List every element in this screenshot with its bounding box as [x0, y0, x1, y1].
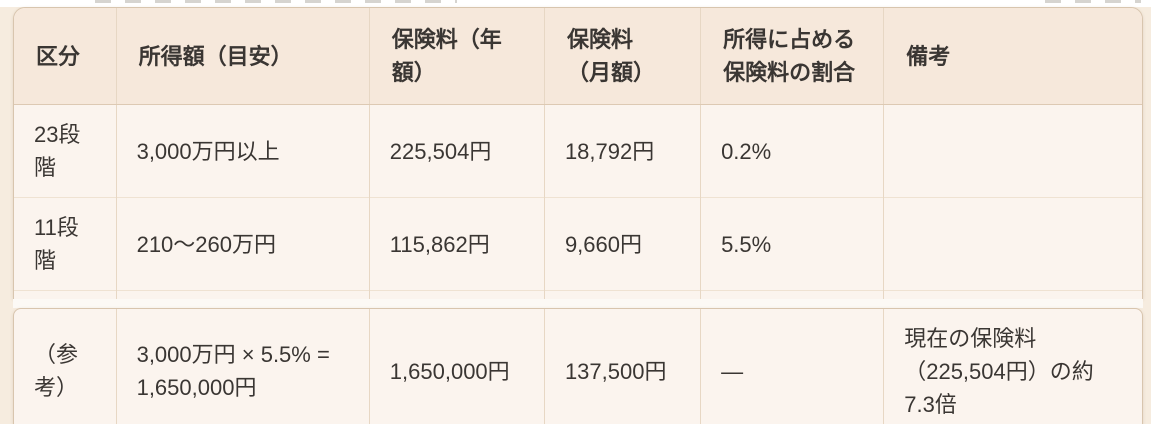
- table-row-11th-bracket: 11段階 210〜260万円 115,862円 9,660円 5.5%: [14, 197, 1142, 291]
- cell-monthly-premium: 18,792円: [543, 104, 701, 198]
- premium-table-reference: （参考） 3,000万円 × 5.5% = 1,650,000円 1,650,0…: [14, 308, 1142, 424]
- cell-income: 3,000万円 × 5.5% = 1,650,000円: [115, 308, 370, 424]
- cell-category: 23段階: [14, 105, 116, 198]
- cell-remarks: [883, 104, 1142, 198]
- header-label-category: 区分: [36, 44, 81, 70]
- header-label-income: 所得額（目安）: [138, 44, 293, 70]
- cell-category: 11段階: [14, 197, 117, 291]
- header-cell-ratio: 所得に占める保険料の割合: [700, 8, 884, 105]
- cell-ratio: ―: [700, 308, 884, 424]
- cell-income: 210〜260万円: [115, 197, 370, 291]
- cell-category: （参考）: [14, 309, 116, 424]
- header-cell-category: 区分: [14, 8, 117, 105]
- cell-monthly-premium: 9,660円: [543, 197, 701, 291]
- header-label-ratio: 所得に占める保険料の割合: [723, 27, 856, 85]
- premium-table-top: 区分 所得額（目安） 保険料（年額） 保険料（月額） 所得に占める保険料の割合 …: [14, 8, 1142, 299]
- cropped-cell: [883, 290, 1142, 299]
- header-cell-income: 所得額（目安）: [115, 8, 370, 105]
- cell-annual-premium: 225,504円: [368, 104, 545, 198]
- screenshot-seam-gap: [13, 298, 1143, 308]
- cell-ratio: 5.5%: [700, 197, 884, 291]
- premium-table-top-fragment: 区分 所得額（目安） 保険料（年額） 保険料（月額） 所得に占める保険料の割合 …: [13, 7, 1143, 299]
- cell-text: 現在の保険料（225,504円）の約7.3倍: [904, 325, 1094, 417]
- cropped-text-remnant-left: [95, 0, 457, 3]
- cell-income: 3,000万円以上: [115, 104, 370, 198]
- cropped-row-sliver: [14, 290, 1142, 299]
- header-cell-monthly-premium: 保険料（月額）: [543, 8, 701, 105]
- header-row: 区分 所得額（目安） 保険料（年額） 保険料（月額） 所得に占める保険料の割合 …: [14, 8, 1142, 105]
- table-row-23rd-bracket: 23段階 3,000万円以上 225,504円 18,792円 0.2%: [14, 104, 1142, 198]
- cropped-text-remnant-right: [1045, 0, 1141, 3]
- header-label-monthly-premium: 保険料（月額）: [566, 27, 655, 85]
- cell-text: （参考）: [34, 342, 79, 400]
- cropped-cell: [14, 290, 117, 299]
- cropped-cell: [700, 290, 884, 299]
- cell-remarks: [883, 197, 1142, 291]
- cell-monthly-premium: 137,500円: [543, 308, 701, 424]
- header-label-annual-premium: 保険料（年額）: [391, 27, 502, 85]
- cell-annual-premium: 1,650,000円: [368, 308, 545, 424]
- cell-text: 23段階: [34, 122, 81, 180]
- cropped-cell: [368, 290, 545, 299]
- table-row-reference: （参考） 3,000万円 × 5.5% = 1,650,000円 1,650,0…: [14, 308, 1142, 424]
- premium-table-reference-fragment: （参考） 3,000万円 × 5.5% = 1,650,000円 1,650,0…: [13, 307, 1143, 424]
- cell-annual-premium: 115,862円: [368, 197, 545, 291]
- cell-remarks: 現在の保険料（225,504円）の約7.3倍: [883, 308, 1142, 424]
- premium-table: 区分 所得額（目安） 保険料（年額） 保険料（月額） 所得に占める保険料の割合 …: [13, 7, 1143, 424]
- header-label-remarks: 備考: [906, 44, 951, 70]
- cell-ratio: 0.2%: [700, 104, 884, 198]
- header-cell-remarks: 備考: [883, 8, 1142, 105]
- cropped-cell: [543, 290, 701, 299]
- header-cell-annual-premium: 保険料（年額）: [368, 8, 545, 105]
- cropped-cell: [115, 290, 370, 299]
